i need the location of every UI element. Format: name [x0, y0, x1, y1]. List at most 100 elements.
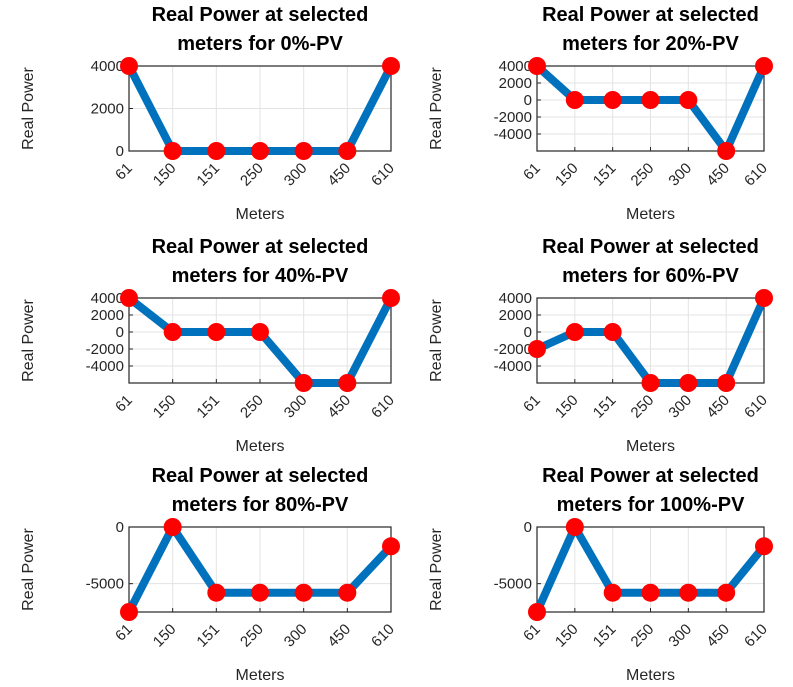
data-point-marker: [382, 289, 400, 307]
data-point-marker: [338, 374, 357, 392]
y-tick-label: 2000: [499, 75, 532, 92]
data-point-marker: [207, 142, 226, 160]
x-tick-label: 450: [324, 621, 354, 651]
x-axis-label: Meters: [236, 438, 285, 455]
y-axis-label: Real Power: [20, 298, 37, 381]
data-point-marker: [251, 583, 269, 602]
data-point-marker: [294, 583, 313, 602]
x-tick-label: 610: [741, 392, 771, 422]
x-tick-label: 151: [590, 392, 620, 422]
x-tick-label: 150: [552, 392, 582, 422]
x-tick-label: 250: [628, 621, 658, 651]
chart-title: meters for 20%-PV: [562, 33, 739, 55]
data-point-marker: [163, 323, 182, 341]
y-tick-label: -2000: [86, 341, 124, 358]
data-point-marker: [717, 374, 736, 392]
y-tick-label: -2000: [494, 109, 532, 126]
x-axis-label: Meters: [236, 667, 285, 684]
data-point-marker: [528, 340, 546, 358]
y-axis-label: Real Power: [428, 527, 445, 610]
x-axis-label: Meters: [626, 667, 675, 684]
chart-title: Real Power at selected: [542, 465, 759, 487]
x-tick-label: 300: [665, 621, 695, 651]
y-tick-label: 0: [116, 324, 124, 341]
x-tick-label: 450: [703, 621, 733, 651]
y-tick-label: 2000: [91, 101, 124, 118]
y-tick-label: 4000: [91, 290, 124, 307]
y-tick-label: -5000: [494, 576, 532, 593]
chart-title: Real Power at selected: [152, 4, 369, 26]
chart-panel-6: -5000 0 61 150 151 250 300 450 610 Real Power at …: [428, 465, 773, 684]
y-tick-label: -4000: [494, 358, 532, 375]
data-point-marker: [603, 91, 622, 109]
data-point-marker: [120, 603, 138, 621]
data-point-marker: [251, 323, 269, 341]
data-point-marker: [251, 142, 269, 160]
y-tick-label: 2000: [499, 307, 532, 324]
chart-title: meters for 40%-PV: [172, 265, 349, 287]
x-tick-label: 610: [368, 621, 398, 651]
y-tick-label: 0: [524, 92, 532, 109]
data-point-marker: [207, 583, 226, 602]
x-tick-label: 61: [112, 621, 136, 645]
x-tick-label: 610: [741, 621, 771, 651]
x-axis-label: Meters: [626, 438, 675, 455]
x-tick-label: 150: [150, 160, 180, 190]
data-point-marker: [717, 142, 736, 160]
x-tick-label: 151: [590, 160, 620, 190]
data-point-marker: [338, 583, 357, 602]
x-tick-label: 450: [703, 160, 733, 190]
y-tick-label: 4000: [91, 58, 124, 75]
x-tick-label: 151: [193, 392, 223, 422]
x-axis-label: Meters: [626, 206, 675, 223]
data-point-marker: [528, 57, 546, 75]
chart-title: Real Power at selected: [152, 465, 369, 487]
x-tick-label: 300: [281, 160, 311, 190]
y-axis-label: Real Power: [20, 66, 37, 149]
chart-title: meters for 0%-PV: [177, 33, 343, 55]
x-tick-label: 250: [237, 392, 267, 422]
data-point-marker: [382, 57, 400, 75]
y-axis-label: Real Power: [20, 527, 37, 610]
data-point-marker: [207, 323, 226, 341]
y-tick-label: -2000: [494, 341, 532, 358]
x-tick-label: 61: [112, 392, 136, 416]
data-point-marker: [565, 518, 584, 536]
x-tick-label: 610: [368, 392, 398, 422]
data-point-marker: [679, 374, 698, 392]
chart-title: meters for 80%-PV: [172, 494, 349, 516]
data-point-marker: [338, 142, 357, 160]
y-tick-label: 0: [116, 519, 124, 536]
data-point-marker: [603, 323, 622, 341]
y-tick-label: 0: [116, 143, 124, 160]
y-tick-label: 4000: [499, 58, 532, 75]
data-point-marker: [382, 537, 400, 556]
data-point-marker: [679, 583, 698, 602]
x-tick-label: 61: [520, 621, 544, 645]
chart-title: Real Power at selected: [542, 4, 759, 26]
chart-title: Real Power at selected: [152, 236, 369, 258]
y-axis-label: Real Power: [428, 66, 445, 149]
data-point-marker: [294, 374, 313, 392]
x-tick-label: 450: [324, 392, 354, 422]
x-tick-label: 151: [193, 160, 223, 190]
x-tick-label: 450: [324, 160, 354, 190]
x-tick-label: 250: [237, 621, 267, 651]
x-tick-label: 450: [703, 392, 733, 422]
x-tick-label: 61: [112, 160, 136, 184]
y-tick-label: 0: [524, 519, 532, 536]
y-tick-label: 4000: [499, 290, 532, 307]
y-tick-label: 0: [524, 324, 532, 341]
chart-panel-1: 0 2000 4000 61 150 151 250 300 450 610 Real Power …: [20, 4, 400, 223]
data-point-marker: [641, 583, 660, 602]
x-tick-label: 300: [665, 392, 695, 422]
x-tick-label: 250: [237, 160, 267, 190]
x-tick-label: 300: [665, 160, 695, 190]
data-point-marker: [641, 374, 660, 392]
x-tick-label: 150: [552, 621, 582, 651]
x-tick-label: 61: [520, 160, 544, 184]
data-point-marker: [528, 603, 546, 621]
data-point-marker: [755, 57, 773, 75]
